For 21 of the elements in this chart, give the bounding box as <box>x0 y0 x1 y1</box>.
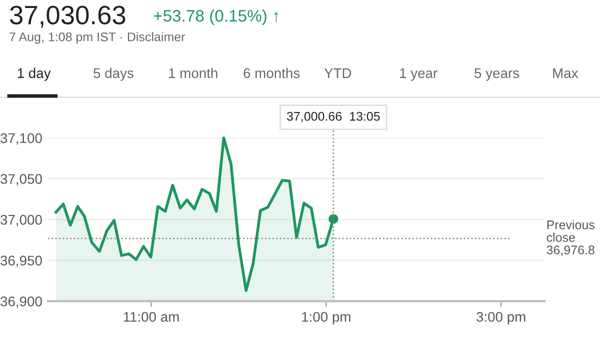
text: 37,000.66 13:05 <box>286 112 380 122</box>
ref-line-label: Previous close 36,976.8 <box>546 220 594 256</box>
y-tick-label: 36,950 <box>0 256 42 268</box>
x-tick-label: 11:00 am <box>124 312 179 322</box>
x-tick-label: 3:00 pm <box>476 312 526 325</box>
text: 1 year <box>400 68 438 81</box>
text: 6 months <box>244 68 300 78</box>
text: 5 days <box>94 68 134 81</box>
text: 7 Aug, 1:08 pm IST · Disclaimer <box>10 32 186 44</box>
chart-title: 37,030.63 <box>10 6 126 28</box>
text: Max <box>553 68 578 78</box>
text: 1 day <box>18 68 51 81</box>
y-tick-label: 37,000 <box>0 214 42 226</box>
y-tick-label: 36,900 <box>0 296 42 308</box>
text: 5 years <box>474 68 520 81</box>
y-tick-label: 37,050 <box>0 174 42 186</box>
text: YTD <box>324 68 352 78</box>
y-tick-label: 37,100 <box>0 133 42 145</box>
text: 1 month <box>169 68 218 78</box>
x-tick-label: 1:00 pm <box>302 312 350 325</box>
chart-subtitle: +53.78 (0.15%) ↑ <box>154 9 278 25</box>
